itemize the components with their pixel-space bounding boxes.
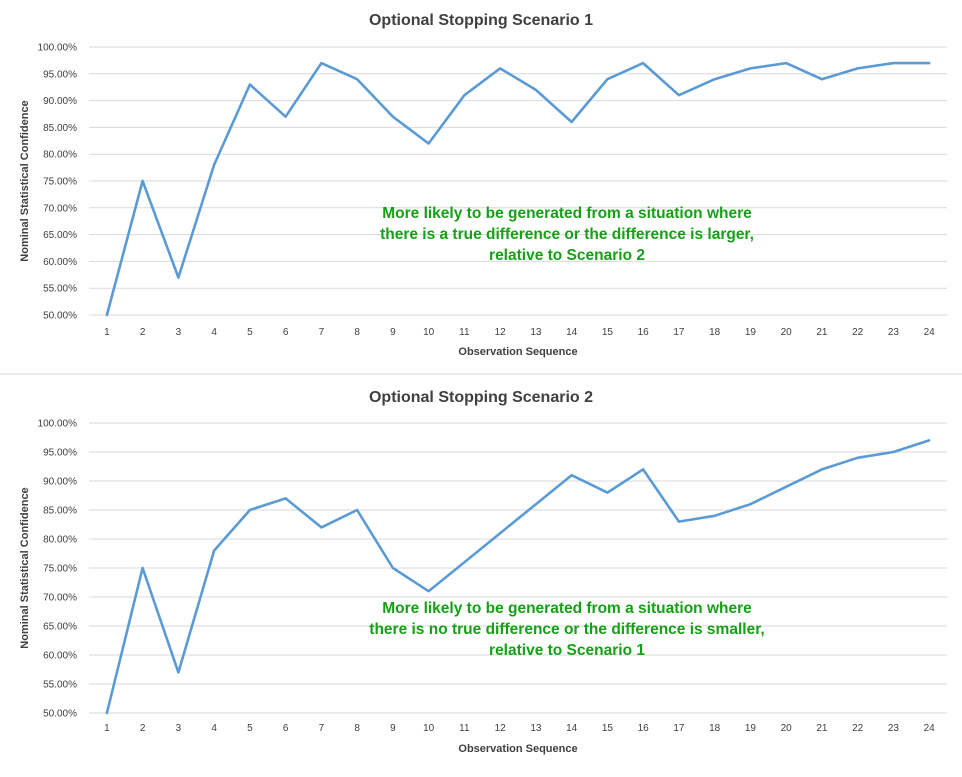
chart1-y-tick-label: 100.00%: [38, 43, 78, 54]
chart1-y-tick-label: 95.00%: [43, 69, 77, 80]
chart2-y-tick-label: 90.00%: [43, 477, 77, 488]
chart2-y-tick-label: 60.00%: [43, 651, 77, 662]
chart1-x-tick-label: 2: [140, 327, 146, 338]
chart1-y-axis-label: Nominal Statistical Confidence: [19, 100, 31, 261]
chart2-y-tick-label: 70.00%: [43, 593, 77, 604]
chart1-y-tick-label: 50.00%: [43, 311, 77, 322]
chart1-x-tick-label: 5: [247, 327, 253, 338]
chart2-annotation-line: More likely to be generated from a situa…: [382, 600, 752, 617]
chart2-x-tick-label: 9: [390, 723, 396, 734]
chart1-y-tick-label: 70.00%: [43, 203, 77, 214]
chart1-x-tick-label: 21: [816, 327, 828, 338]
chart1-y-tick-label: 85.00%: [43, 123, 77, 134]
chart1-x-axis-label: Observation Sequence: [458, 346, 577, 358]
chart1-y-tick-label: 90.00%: [43, 96, 77, 107]
chart2-y-tick-label: 100.00%: [38, 419, 78, 430]
chart1-x-tick-label: 23: [888, 327, 900, 338]
chart1-x-tick-label: 1: [104, 327, 110, 338]
chart2-x-tick-label: 11: [459, 723, 470, 734]
chart2-x-tick-label: 16: [638, 723, 650, 734]
chart2-y-tick-label: 65.00%: [43, 622, 77, 633]
chart1-x-tick-label: 11: [459, 327, 470, 338]
chart1-x-tick-label: 17: [673, 327, 685, 338]
chart1-annotation-line: there is a true difference or the differ…: [380, 226, 754, 243]
chart1-x-tick-label: 24: [924, 327, 936, 338]
chart2-y-axis-label: Nominal Statistical Confidence: [19, 487, 31, 648]
chart2-y-tick-label: 75.00%: [43, 564, 77, 575]
chart1-x-tick-label: 8: [354, 327, 360, 338]
chart2-x-tick-label: 24: [924, 723, 936, 734]
chart2-x-tick-label: 6: [283, 723, 289, 734]
chart1-x-tick-label: 15: [602, 327, 614, 338]
chart2-x-tick-label: 1: [104, 723, 110, 734]
chart2-x-tick-label: 3: [176, 723, 182, 734]
chart2-x-tick-label: 10: [423, 723, 435, 734]
chart2-x-tick-label: 18: [709, 723, 721, 734]
chart2-x-tick-label: 20: [781, 723, 793, 734]
chart2-x-tick-label: 21: [816, 723, 828, 734]
chart2-annotation-line: relative to Scenario 1: [489, 642, 645, 659]
chart1-x-tick-label: 9: [390, 327, 396, 338]
chart1-x-tick-label: 20: [781, 327, 793, 338]
chart1-annotation-line: More likely to be generated from a situa…: [382, 205, 752, 222]
chart2-annotation-line: there is no true difference or the diffe…: [369, 621, 764, 638]
chart1-y-tick-label: 65.00%: [43, 230, 77, 241]
chart2-x-tick-label: 8: [354, 723, 360, 734]
chart2-x-tick-label: 5: [247, 723, 253, 734]
chart2-x-tick-label: 23: [888, 723, 900, 734]
chart1-title: Optional Stopping Scenario 1: [369, 12, 593, 29]
chart1-y-tick-label: 55.00%: [43, 284, 77, 295]
chart1-x-tick-label: 3: [176, 327, 182, 338]
chart1-y-tick-label: 60.00%: [43, 257, 77, 268]
chart1-x-tick-label: 13: [530, 327, 542, 338]
chart1-x-tick-label: 6: [283, 327, 289, 338]
chart1-x-tick-label: 22: [852, 327, 864, 338]
chart1-x-tick-label: 14: [566, 327, 578, 338]
chart2-x-tick-label: 22: [852, 723, 864, 734]
chart1-x-tick-label: 7: [319, 327, 325, 338]
chart1-y-tick-label: 80.00%: [43, 150, 77, 161]
chart1-x-tick-label: 16: [638, 327, 650, 338]
chart2-y-tick-label: 50.00%: [43, 709, 77, 720]
chart2-x-tick-label: 2: [140, 723, 146, 734]
chart1-annotation-line: relative to Scenario 2: [489, 247, 645, 264]
chart2-x-tick-label: 19: [745, 723, 757, 734]
chart2-title: Optional Stopping Scenario 2: [369, 389, 593, 406]
chart1-x-tick-label: 12: [495, 327, 507, 338]
chart1-x-tick-label: 18: [709, 327, 721, 338]
chart2-y-tick-label: 80.00%: [43, 535, 77, 546]
chart2-x-tick-label: 4: [211, 723, 217, 734]
chart2-x-tick-label: 13: [530, 723, 542, 734]
chart2-y-tick-label: 85.00%: [43, 506, 77, 517]
chart2-x-tick-label: 7: [319, 723, 325, 734]
chart1-x-tick-label: 19: [745, 327, 757, 338]
chart1-x-tick-label: 4: [211, 327, 217, 338]
chart2-y-tick-label: 55.00%: [43, 680, 77, 691]
chart1-y-tick-label: 75.00%: [43, 177, 77, 188]
chart1-x-tick-label: 10: [423, 327, 435, 338]
chart2-x-axis-label: Observation Sequence: [458, 743, 577, 755]
chart2-y-tick-label: 95.00%: [43, 448, 77, 459]
chart2-x-tick-label: 12: [495, 723, 507, 734]
chart2-x-tick-label: 15: [602, 723, 614, 734]
chart2-x-tick-label: 14: [566, 723, 578, 734]
chart2-x-tick-label: 17: [673, 723, 685, 734]
